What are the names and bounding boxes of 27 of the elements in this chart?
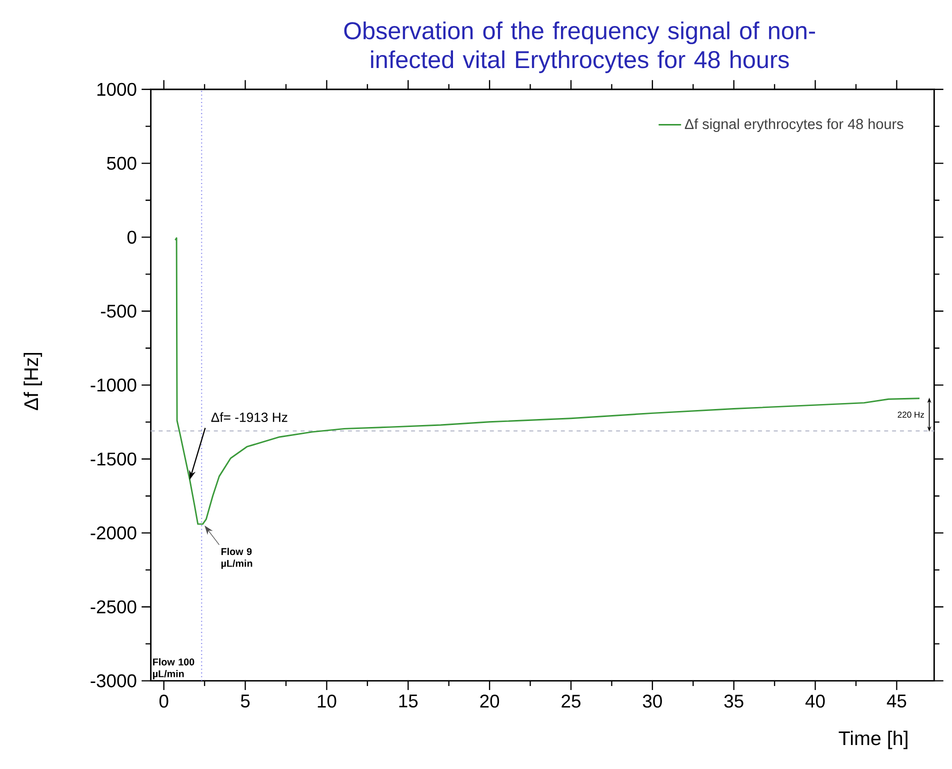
x-tick-label: 40 bbox=[805, 694, 825, 708]
x-tick-label: 0 bbox=[159, 694, 168, 708]
x-tick-label: 30 bbox=[642, 694, 662, 708]
x-tick-label: 10 bbox=[318, 694, 336, 708]
ref-line-label: Flow 100 µL/min bbox=[153, 658, 194, 680]
annotation: 220 Hz bbox=[898, 412, 924, 418]
x-tick-label: 5 bbox=[240, 694, 250, 708]
x-tick-label: 25 bbox=[562, 694, 580, 708]
y-tick-label: -1500 bbox=[90, 452, 136, 466]
chart-title: Observation of the frequency signal of non-infected vital Erythrocytes for 48 hours bbox=[344, 22, 815, 74]
x-tick-label: 20 bbox=[480, 694, 500, 708]
y-tick-label: 0 bbox=[127, 230, 136, 244]
x-tick-label: 15 bbox=[399, 694, 418, 708]
x-tick-label: 45 bbox=[886, 694, 906, 708]
x-axis-title: Time [h] bbox=[838, 730, 908, 750]
y-tick-label: -2000 bbox=[90, 526, 136, 540]
annotation: Flow 9 µL/min bbox=[221, 548, 252, 569]
y-tick-label: 1000 bbox=[97, 82, 136, 96]
y-tick-label: 500 bbox=[107, 156, 136, 170]
y-tick-label: -2500 bbox=[90, 600, 136, 614]
y-tick-label: -3000 bbox=[90, 674, 136, 688]
y-axis-title: Δf [Hz] bbox=[24, 353, 42, 410]
x-tick-label: 35 bbox=[724, 694, 744, 708]
y-tick-label: -500 bbox=[100, 304, 136, 318]
y-tick-label: -1000 bbox=[90, 378, 136, 392]
annotation: Δf= -1913 Hz bbox=[211, 412, 288, 422]
legend-label: Δf signal erythrocytes for 48 hours bbox=[684, 118, 904, 132]
